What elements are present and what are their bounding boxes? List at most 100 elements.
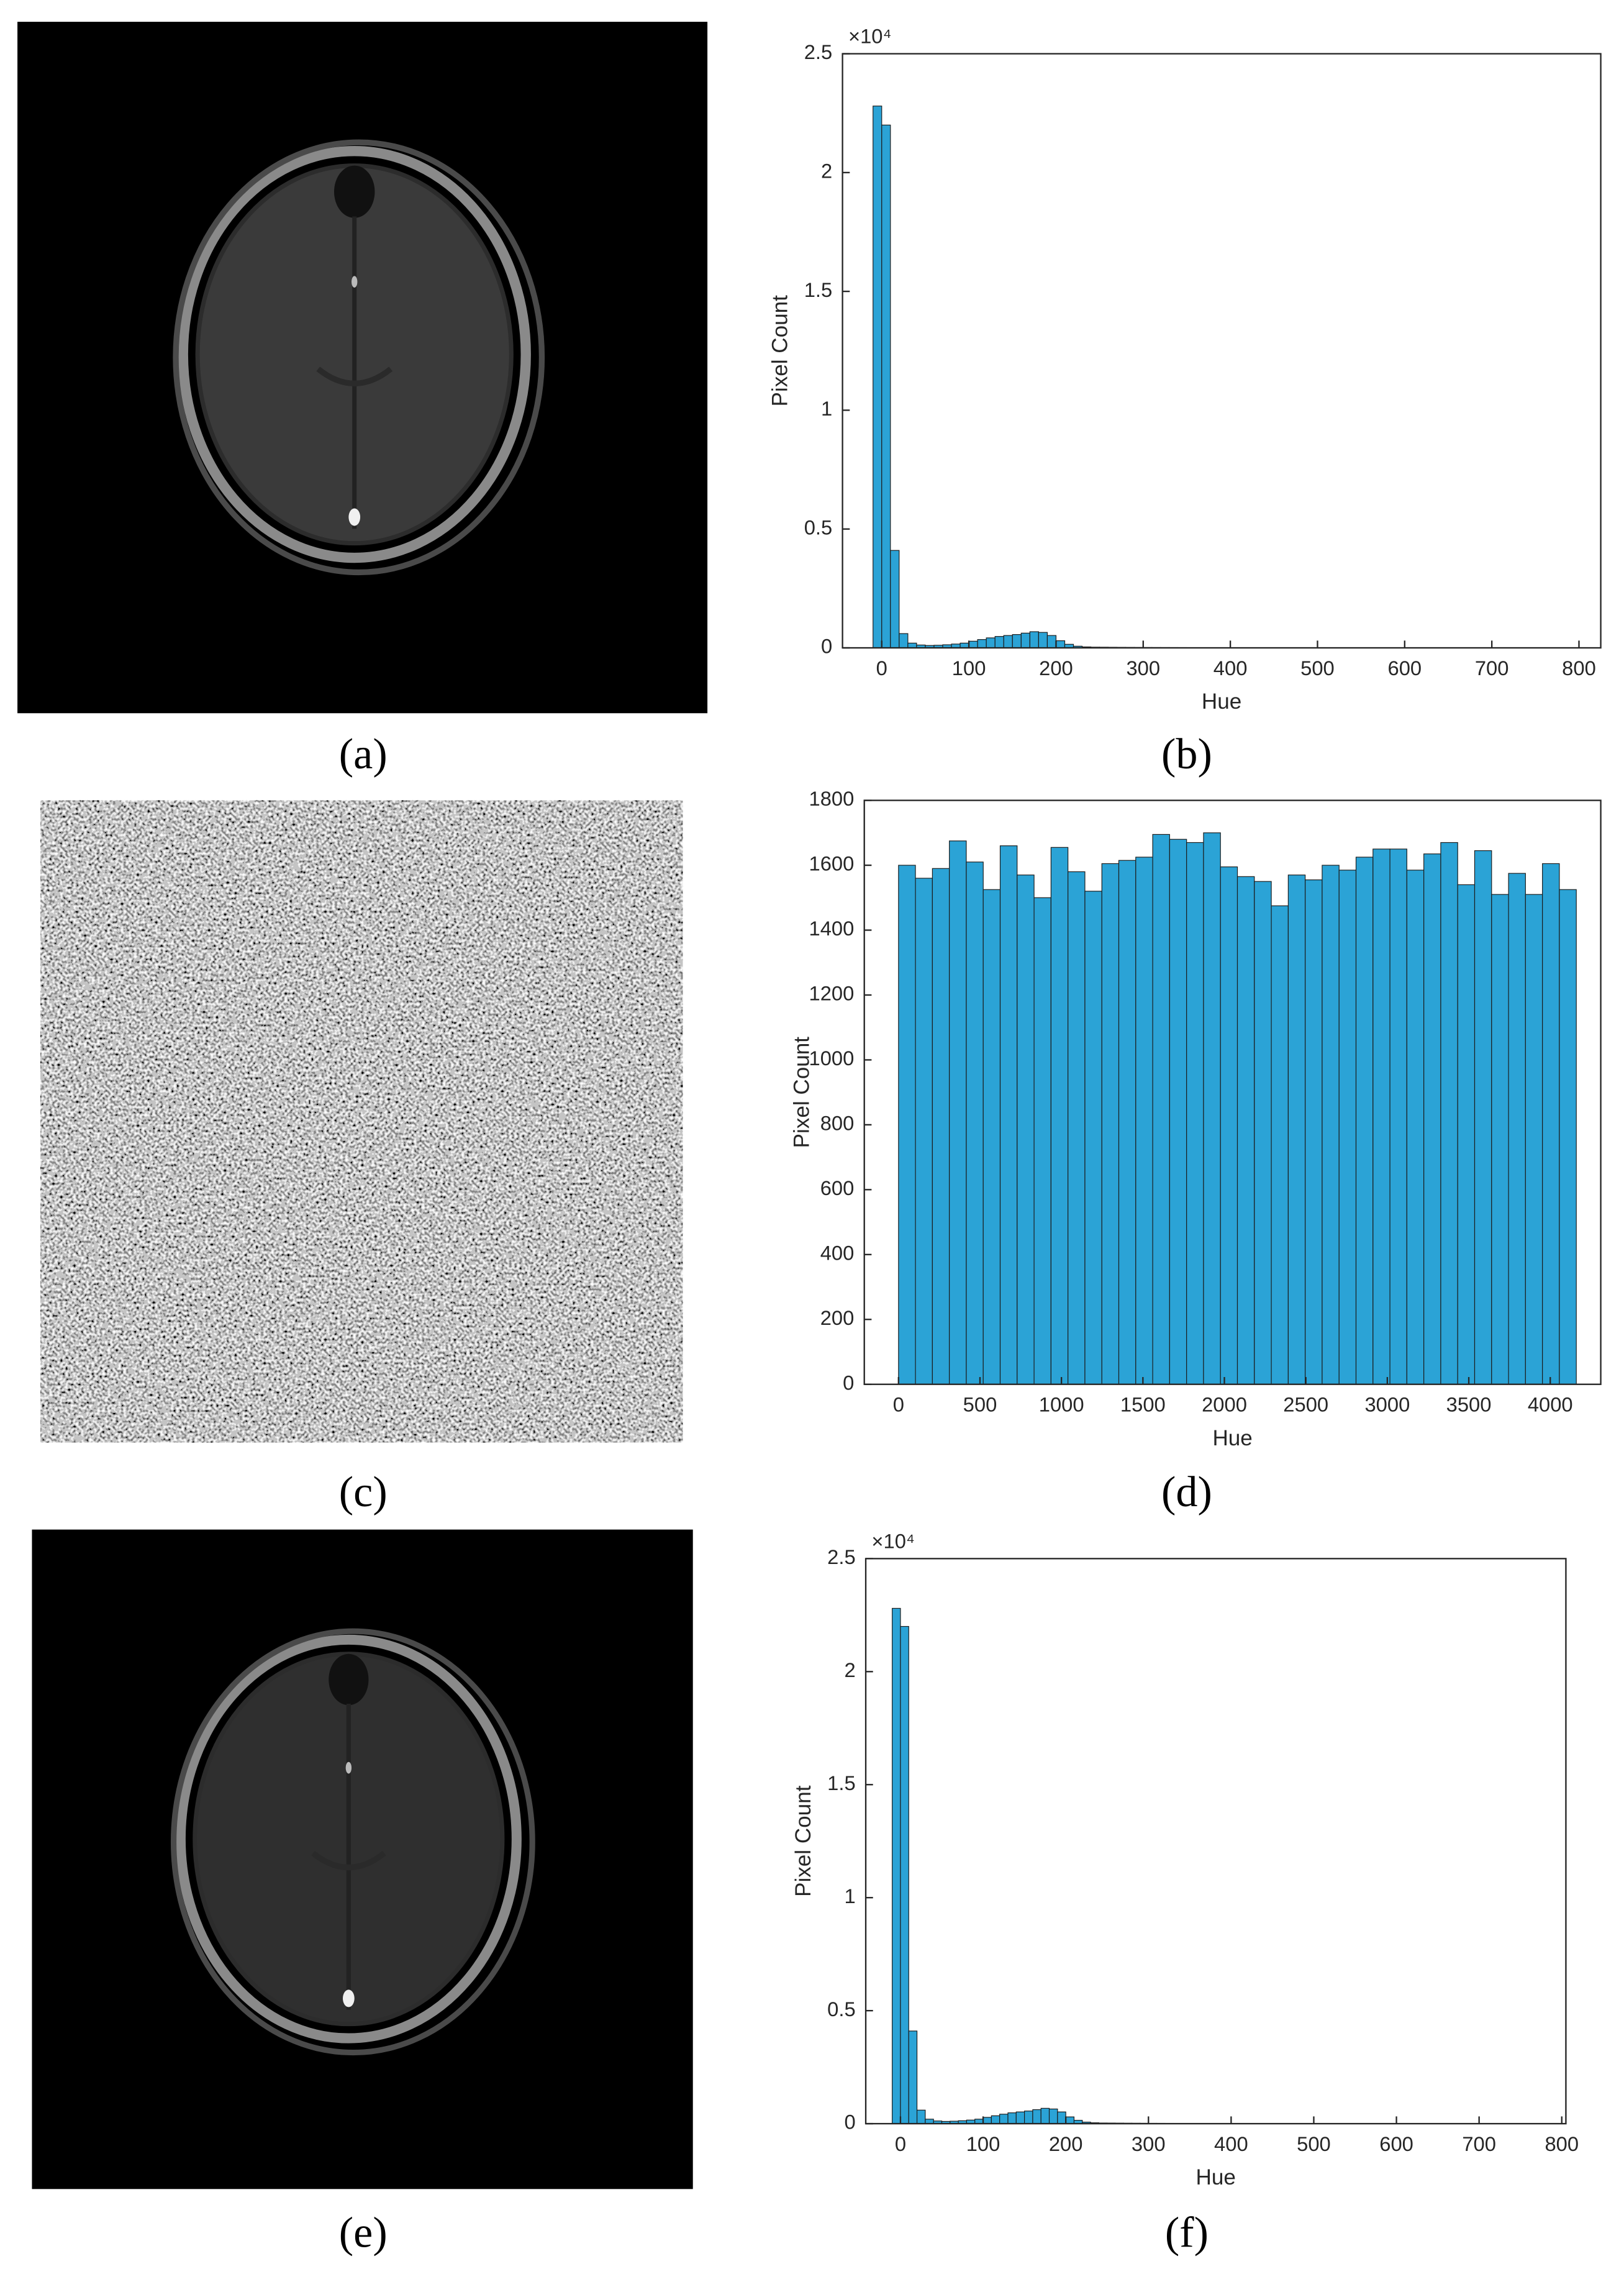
y-tick-label: 1 — [821, 397, 832, 420]
plot-area — [866, 1558, 1566, 2124]
y-tick-label: 400 — [820, 1241, 855, 1264]
x-tick-label: 2500 — [1283, 1393, 1328, 1416]
bar — [1186, 842, 1204, 1385]
y-tick-label: 1600 — [809, 852, 854, 875]
y-tick-label: 1800 — [809, 787, 854, 810]
bar — [977, 639, 987, 648]
bar — [898, 865, 916, 1385]
bar — [1559, 889, 1577, 1385]
bar — [1152, 834, 1170, 1385]
x-axis-label: Hue — [1212, 1426, 1252, 1450]
x-tick-label: 600 — [1379, 2132, 1413, 2155]
axes-frame — [864, 1558, 1567, 2125]
bar — [982, 889, 1001, 1385]
x-tick-label: 500 — [963, 1393, 997, 1416]
bar — [986, 637, 996, 648]
y-tick-label: 1.5 — [827, 1771, 856, 1794]
y-axis-label: Pixel Count — [791, 1785, 815, 1897]
y-axis-label: Pixel Count — [768, 295, 792, 407]
bar — [890, 550, 900, 648]
y-tick-label: 1.5 — [804, 278, 833, 301]
bar — [1048, 2108, 1058, 2124]
bar — [1017, 875, 1035, 1385]
x-tick-label: 700 — [1462, 2132, 1496, 2155]
x-tick-label: 300 — [1126, 657, 1160, 680]
y-tick-label: 1 — [844, 1884, 855, 1907]
caption: (a) — [339, 730, 388, 778]
bar — [873, 106, 882, 648]
caption: (b) — [1161, 730, 1212, 778]
bar — [1169, 839, 1187, 1385]
caption: (c) — [339, 1468, 388, 1516]
bar — [1542, 863, 1560, 1385]
x-tick-label: 2000 — [1202, 1393, 1247, 1416]
bar — [1220, 866, 1238, 1385]
bar — [892, 1607, 901, 2124]
y-tick-label: 800 — [820, 1112, 855, 1135]
bar — [999, 2114, 1009, 2124]
bar — [1012, 634, 1022, 648]
x-tick-label: 500 — [1297, 2132, 1331, 2155]
bar — [966, 861, 984, 1385]
bar — [900, 1625, 909, 2124]
axes-frame — [863, 799, 1602, 1385]
bar — [1033, 897, 1051, 1385]
bar — [968, 640, 978, 648]
bar — [1038, 632, 1048, 648]
x-tick-label: 0 — [893, 1393, 904, 1416]
bar — [1338, 870, 1357, 1385]
y-exponent: ×10⁴ — [848, 24, 892, 47]
bar — [1423, 853, 1441, 1385]
bar — [1236, 876, 1255, 1385]
x-tick-label: 1500 — [1120, 1393, 1166, 1416]
bar — [1254, 881, 1272, 1385]
bar — [1305, 879, 1323, 1385]
bar — [1389, 848, 1407, 1385]
y-exponent: ×10⁴ — [871, 1529, 915, 1552]
bar — [999, 845, 1018, 1385]
bar — [994, 636, 1004, 648]
bar — [1046, 635, 1057, 648]
bar — [1003, 635, 1013, 648]
x-tick-label: 400 — [1213, 657, 1248, 680]
bar — [1457, 884, 1476, 1385]
bar — [1406, 870, 1425, 1385]
y-tick-label: 2.5 — [827, 1545, 856, 1568]
caption: (d) — [1161, 1468, 1212, 1516]
y-tick-label: 0.5 — [804, 516, 833, 539]
scalp — [170, 1628, 535, 2056]
x-tick-label: 0 — [876, 657, 887, 680]
x-tick-label: 500 — [1300, 657, 1335, 680]
x-tick-label: 0 — [895, 2132, 906, 2155]
bar — [1287, 875, 1306, 1385]
bar — [982, 2117, 992, 2124]
bar — [1474, 850, 1492, 1385]
x-axis-label: Hue — [1196, 2165, 1236, 2189]
y-tick-label: 2 — [821, 159, 832, 182]
bar — [1032, 2109, 1041, 2124]
bar — [1491, 894, 1509, 1385]
x-tick-label: 200 — [1049, 2132, 1083, 2155]
x-tick-label: 4000 — [1528, 1393, 1573, 1416]
bar — [1135, 857, 1153, 1385]
bar — [915, 878, 933, 1385]
bar — [1355, 857, 1374, 1385]
bar — [1007, 2112, 1017, 2124]
bar — [949, 840, 967, 1385]
y-tick-label: 0 — [844, 2111, 855, 2134]
bar — [1029, 631, 1039, 648]
bar — [932, 868, 950, 1385]
bar — [1271, 905, 1289, 1385]
ventricle — [316, 366, 393, 387]
bar — [1068, 871, 1086, 1385]
bar — [908, 2030, 918, 2124]
bar — [1372, 848, 1390, 1385]
x-tick-label: 400 — [1214, 2132, 1248, 2155]
ventricle — [311, 1850, 386, 1871]
y-tick-label: 0 — [821, 635, 832, 658]
scalp — [173, 139, 545, 576]
x-tick-label: 3000 — [1364, 1393, 1410, 1416]
skull — [178, 146, 531, 563]
x-tick-label: 300 — [1132, 2132, 1166, 2155]
x-tick-label: 700 — [1475, 657, 1509, 680]
